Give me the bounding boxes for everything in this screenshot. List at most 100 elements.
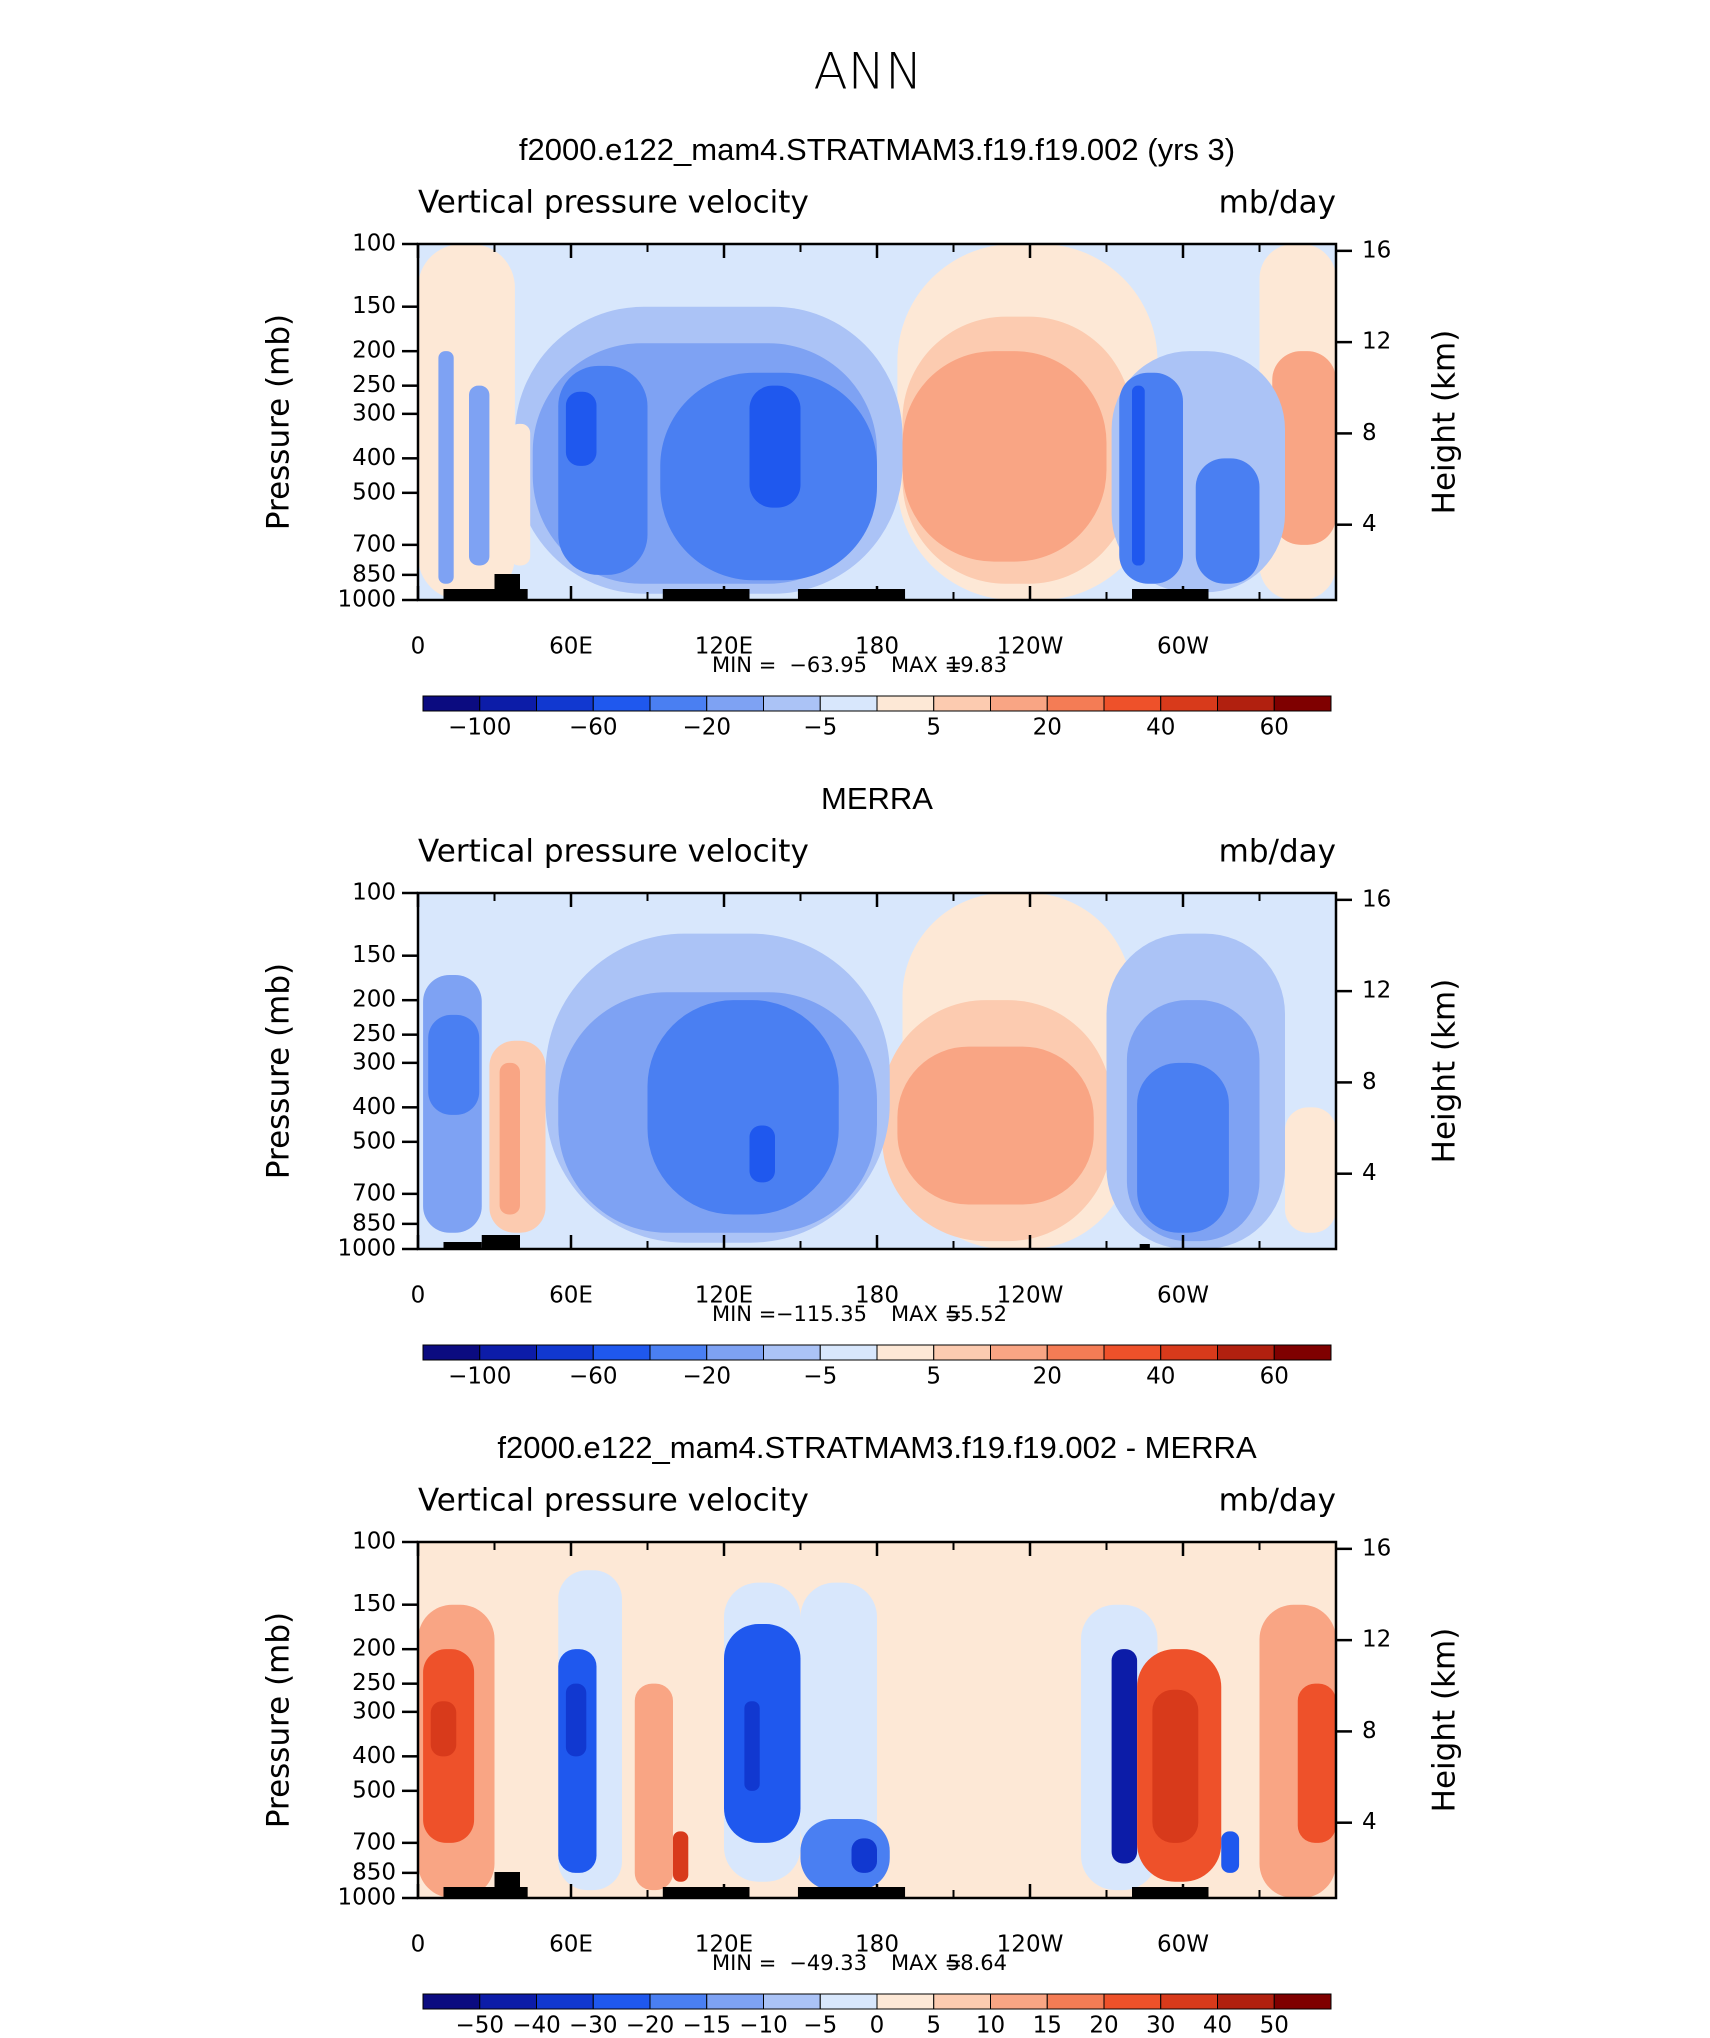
colorbar-label: −5 [803, 715, 837, 741]
contour-field [418, 1542, 1336, 1898]
colorbar-box [592, 1993, 651, 2010]
colorbar-box [479, 1344, 537, 1361]
colorbar-label: 5 [926, 1364, 941, 1390]
x-tick-label: 60E [549, 1283, 593, 1309]
colorbar-label: −100 [448, 715, 511, 741]
min-value: −115.35 [776, 1302, 867, 1326]
y-tick-label: 500 [352, 1777, 396, 1803]
colorbar-label: −40 [512, 2013, 561, 2038]
y2-tick-label: 12 [1362, 329, 1391, 355]
colorbar-box [763, 1344, 821, 1361]
y-tick-label: 700 [352, 1829, 396, 1855]
colorbar-label: −5 [803, 2013, 837, 2038]
colorbar-label: 40 [1146, 1364, 1175, 1390]
colorbar-label: 60 [1260, 1364, 1289, 1390]
x-tick-label: 60E [549, 1932, 593, 1958]
colorbar-box [1217, 1993, 1275, 2010]
colorbar-label: −10 [739, 2013, 788, 2038]
contour-region [509, 423, 531, 566]
y-tick-label: 150 [352, 293, 396, 319]
colorbar-box [763, 695, 821, 712]
colorbar-box [536, 695, 594, 712]
contour-region [558, 1649, 597, 1873]
panel: f2000.e122_mam4.STRATMAM3.f19.f19.002 - … [261, 1430, 1463, 2038]
land-mask [443, 1887, 528, 1898]
colorbar-box [933, 695, 991, 712]
colorbar-label: 20 [1089, 2013, 1118, 2038]
colorbar-label: 20 [1033, 1364, 1062, 1390]
colorbar-box [1217, 1344, 1275, 1361]
colorbar-label: −20 [626, 2013, 675, 2038]
y-tick-label: 300 [352, 1698, 396, 1724]
contour-region [749, 385, 801, 508]
panel-title: f2000.e122_mam4.STRATMAM3.f19.f19.002 - … [497, 1430, 1257, 1465]
land-mask [662, 1887, 750, 1898]
y2-tick-label: 12 [1362, 1627, 1391, 1653]
land-mask [494, 1872, 520, 1898]
colorbar-label: 40 [1146, 715, 1175, 741]
right-label: mb/day [1219, 834, 1336, 870]
colorbar-box [876, 1993, 935, 2010]
colorbar-box [592, 695, 651, 712]
y-tick-label: 700 [352, 1180, 396, 1206]
y-tick-label: 500 [352, 1128, 396, 1154]
y-tick-label: 500 [352, 479, 396, 505]
colorbar-label: −15 [682, 2013, 731, 2038]
x-tick-label: 60E [549, 634, 593, 660]
colorbar-label: −50 [455, 2013, 504, 2038]
y-tick-label: 400 [352, 1743, 396, 1769]
contour-region [1119, 372, 1183, 584]
y2-axis-label: Height (km) [1427, 1628, 1463, 1813]
colorbar-box [479, 695, 537, 712]
y-tick-label: 250 [352, 1670, 396, 1696]
colorbar-box [819, 695, 878, 712]
colorbar-label: 5 [926, 2013, 941, 2038]
contour-region [673, 1831, 689, 1882]
left-label: Vertical pressure velocity [418, 1483, 809, 1519]
land-mask [1132, 1887, 1209, 1898]
colorbar-box [819, 1993, 878, 2010]
panel-title: f2000.e122_mam4.STRATMAM3.f19.f19.002 (y… [519, 132, 1235, 167]
y-tick-label: 100 [352, 231, 396, 257]
land-mask [662, 589, 750, 600]
contour-region [1297, 1683, 1336, 1843]
land-mask [1139, 1244, 1150, 1249]
colorbar-box [1160, 1344, 1218, 1361]
colorbar-box [1273, 695, 1332, 712]
contour-region [565, 1683, 587, 1757]
contour-region [800, 1582, 877, 1864]
contour-region [1195, 458, 1260, 584]
x-tick-label: 180 [855, 1932, 899, 1958]
contour-region [724, 1624, 801, 1843]
colorbar-label: −5 [803, 1364, 837, 1390]
contour-region [647, 1000, 839, 1215]
colorbar-label: −60 [569, 715, 618, 741]
x-tick-label: 120E [695, 1932, 753, 1958]
y-axis-label: Pressure (mb) [261, 314, 297, 530]
y-axis-label: Pressure (mb) [261, 963, 297, 1179]
left-label: Vertical pressure velocity [418, 834, 809, 870]
y-tick-label: 200 [352, 987, 396, 1013]
y2-tick-label: 16 [1362, 1535, 1391, 1561]
land-mask [494, 574, 520, 600]
y-tick-label: 300 [352, 400, 396, 426]
colorbar-box [1160, 695, 1218, 712]
y-tick-label: 400 [352, 1094, 396, 1120]
colorbar-label: 30 [1146, 2013, 1175, 2038]
colorbar-box [536, 1344, 594, 1361]
y-tick-label: 1000 [337, 587, 396, 613]
colorbar-label: 20 [1033, 715, 1062, 741]
contour-region [499, 1062, 520, 1215]
y-tick-label: 200 [352, 1636, 396, 1662]
colorbar-box [536, 1993, 594, 2010]
min-value: −49.33 [789, 1951, 867, 1975]
figure-title: ANN [813, 43, 922, 101]
y2-tick-label: 8 [1362, 420, 1377, 446]
colorbar-box [933, 1344, 991, 1361]
x-tick-label: 120W [997, 634, 1064, 660]
x-tick-label: 0 [411, 634, 426, 660]
colorbar-box [1046, 695, 1105, 712]
contour-region [438, 351, 454, 584]
contour-region [430, 1701, 457, 1757]
